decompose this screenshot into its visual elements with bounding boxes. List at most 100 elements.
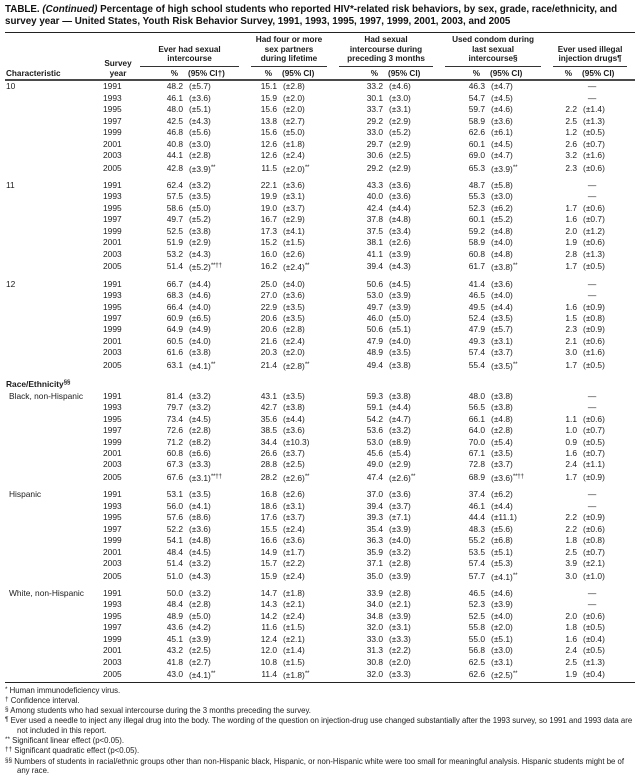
percent-cell: 41.1 (366, 248, 384, 259)
ci-cell: (±0.9) (583, 471, 605, 482)
percent-cell: 14.9 (260, 546, 277, 557)
footnote: § Among students who had sexual intercou… (5, 706, 311, 716)
percent-cell: 61.6 (166, 347, 183, 358)
percent-cell: 47.9 (366, 335, 384, 346)
data-row: 1999 54.1 (±4.8) 16.6 (±3.6) 36.3 (±4.0) 55.2 (±… (5, 535, 635, 546)
ci-cell: (±4.5) (189, 413, 211, 424)
subheader-percent: % (170, 68, 178, 78)
ci-cell: (±4.4) (189, 278, 211, 289)
characteristic-cell (5, 127, 100, 138)
percent-cell: 11.4 (261, 669, 277, 680)
percent-cell: 15.7 (260, 558, 277, 569)
survey-year-cell: 1991 (103, 390, 122, 401)
percent-cell: 37.5 (366, 225, 384, 236)
table-header: Characteristic Survey year Ever had sexu… (5, 32, 636, 81)
footnote: §§ Numbers of students in racial/ethnic … (5, 756, 625, 775)
data-row: 2005 63.1 (±4.1)** 21.4 (±2.8)** 49.4 (±3.8) 55… (5, 359, 635, 372)
no-data-cell: — (587, 489, 597, 500)
survey-year-cell: 1991 (103, 278, 122, 289)
ci-cell: (±2.1) (283, 599, 305, 610)
percent-cell: 47.9 (468, 324, 486, 335)
data-row: 1999 64.9 (±4.9) 20.6 (±2.8) 50.6 (±5.1) 47.9 (±… (5, 324, 635, 335)
survey-year-cell: 1991 (103, 180, 122, 190)
percent-cell: 42.7 (260, 402, 277, 413)
ci-cell: (±2.8) (283, 81, 305, 92)
ci-cell: (±3.9)** (189, 163, 216, 174)
subheader-percent: % (370, 68, 379, 78)
column-group-used-condom: Used condom during last sexual intercour… (441, 33, 549, 67)
ci-cell: (±3.6) (491, 115, 513, 126)
ci-cell: (±4.0) (389, 535, 411, 546)
characteristic-cell (5, 313, 100, 324)
ci-cell: (±2.4) (283, 523, 305, 534)
percent-cell: 1.7 (565, 359, 578, 370)
percent-cell: 34.8 (366, 610, 384, 621)
footnote-marker: * (5, 685, 8, 693)
survey-year-cell: 1997 (103, 115, 122, 126)
ci-cell: (±4.8) (491, 225, 513, 236)
ci-cell: (±3.7) (283, 512, 305, 523)
percent-cell: 46.8 (166, 127, 183, 138)
characteristic-cell (5, 611, 100, 622)
percent-cell: 14.2 (260, 610, 277, 621)
percent-cell: 16.7 (260, 214, 277, 225)
no-data-cell: — (587, 500, 597, 511)
percent-cell: 60.9 (166, 312, 183, 323)
characteristic-cell (5, 214, 100, 225)
survey-year-cell: 2003 (103, 459, 122, 470)
percent-cell: 49.0 (366, 459, 384, 470)
percent-cell: 2.4 (565, 459, 578, 470)
ci-cell: (±0.5) (583, 359, 605, 370)
percent-cell: 62.6 (468, 669, 486, 680)
ci-cell: (±0.6) (583, 413, 605, 424)
ci-cell: (±4.4) (491, 301, 513, 312)
ci-cell: (±5.2) (189, 214, 211, 225)
percent-cell: 50.6 (366, 324, 384, 335)
ci-cell: (±2.8) (189, 150, 211, 161)
percent-cell: 56.5 (468, 402, 486, 413)
ci-cell: (±5.2) (389, 127, 411, 138)
percent-cell: 58.6 (166, 202, 183, 213)
percent-cell: 48.9 (366, 347, 384, 358)
data-row: 1993 79.7 (±3.2) 42.7 (±3.8) 59.1 (±4.4) 56.5 (±… (5, 402, 635, 413)
characteristic-cell (5, 324, 100, 335)
percent-cell: 16.2 (260, 261, 277, 272)
ci-cell: (±4.4) (491, 500, 513, 511)
percent-cell: 50.0 (166, 587, 183, 598)
percent-cell: 12.0 (260, 645, 277, 656)
ci-cell: (±3.5) (491, 447, 513, 458)
percent-cell: 35.4 (366, 523, 384, 534)
survey-year-cell: 1991 (103, 489, 122, 500)
characteristic-cell (5, 512, 100, 523)
percent-cell: 38.1 (366, 237, 384, 248)
data-row: 1993 57.5 (±3.5) 19.9 (±3.1) 40.0 (±3.6) 55.3 (±… (5, 191, 635, 202)
data-row: 1999 71.2 (±8.2) 34.4 (±10.3) 53.0 (±8.9) 70.0 (… (5, 437, 635, 448)
percent-cell: 40.0 (366, 191, 384, 202)
percent-cell: 2.2 (565, 512, 578, 523)
ci-cell: (±5.1) (389, 324, 411, 335)
percent-cell: 60.1 (468, 138, 486, 149)
ci-cell: (±4.3) (189, 570, 211, 581)
ci-cell: (±4.8) (389, 214, 411, 225)
ci-cell: (±3.1) (389, 622, 411, 633)
ci-cell: (±3.9) (189, 633, 211, 644)
column-header-characteristic: Characteristic (6, 68, 61, 78)
ci-cell: (±1.5) (283, 656, 305, 667)
percent-cell: 1.7 (565, 261, 578, 272)
ci-cell: (±2.6)** (389, 472, 416, 483)
percent-cell: 1.6 (565, 447, 578, 458)
percent-cell: 67.6 (166, 471, 183, 482)
percent-cell: 17.3 (260, 225, 277, 236)
ci-cell: (±4.1) (283, 225, 305, 236)
survey-year-cell: 2003 (103, 656, 122, 667)
survey-year-cell: 1993 (103, 290, 122, 301)
percent-cell: 15.6 (260, 127, 277, 138)
ci-cell: (±1.3) (583, 115, 605, 126)
characteristic-cell (5, 547, 100, 558)
footnotes: * Human immunodeficiency virus. † Confide… (5, 685, 637, 775)
data-row: 1999 46.8 (±5.6) 15.6 (±5.0) 33.0 (±5.2) 62.6 (±… (5, 127, 635, 138)
percent-cell: 39.3 (366, 512, 384, 523)
ci-cell: (±1.1) (583, 459, 605, 470)
ci-cell: (±5.3) (491, 558, 513, 569)
ci-cell: (±4.3) (389, 261, 411, 272)
